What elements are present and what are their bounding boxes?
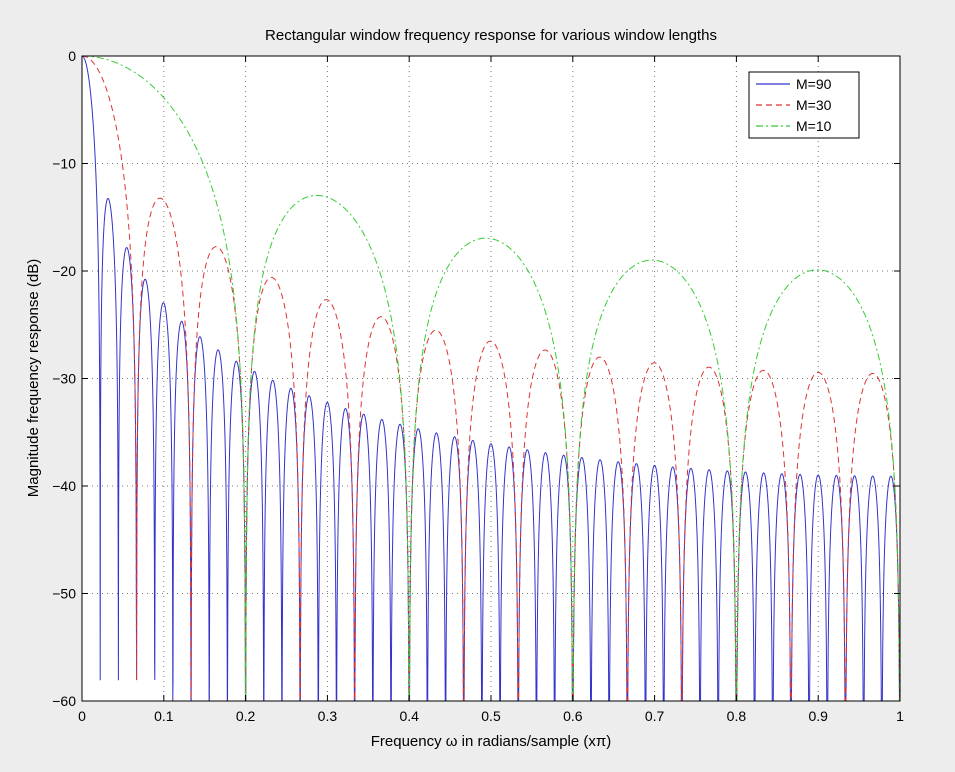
axis-ticks: 0 0.1 0.2 0.3 0.4 0.5 0.6 0.7 0.8 0.9 1 0 −10 −20 −30 −… [52,48,904,724]
x-tick-label: 0.2 [236,708,256,724]
legend-label-m10: M=10 [796,118,832,134]
series-line-m-30 [82,56,900,701]
y-axis-label: Magnitude frequency response (dB) [25,259,42,497]
x-tick-label: 0.4 [399,708,419,724]
y-tick-label: −30 [52,371,76,387]
y-tick-label: −20 [52,263,76,279]
series-line-m-90 [82,56,900,701]
x-tick-label: 0.3 [318,708,338,724]
y-tick-label: −60 [52,693,76,709]
x-tick-label: 0.1 [154,708,174,724]
legend-label-m90: M=90 [796,76,832,92]
series-layer [82,56,900,701]
x-tick-label: 0 [78,708,86,724]
x-tick-label: 0.8 [727,708,747,724]
chart-title: Rectangular window frequency response fo… [265,27,717,44]
x-tick-label: 0.7 [645,708,665,724]
series-line-m-10 [82,56,900,701]
y-tick-label: 0 [68,48,76,64]
legend: M=90 M=30 M=10 [748,71,860,139]
x-tick-label: 0.5 [481,708,501,724]
plot-area [82,56,900,701]
x-tick-label: 1 [896,708,904,724]
x-tick-label: 0.9 [808,708,828,724]
y-tick-label: −50 [52,586,76,602]
y-tick-label: −10 [52,156,76,172]
legend-label-m30: M=30 [796,97,832,113]
y-tick-label: −40 [52,478,76,494]
x-tick-label: 0.6 [563,708,583,724]
x-axis-label: Frequency ω in radians/sample (xπ) [371,733,611,750]
